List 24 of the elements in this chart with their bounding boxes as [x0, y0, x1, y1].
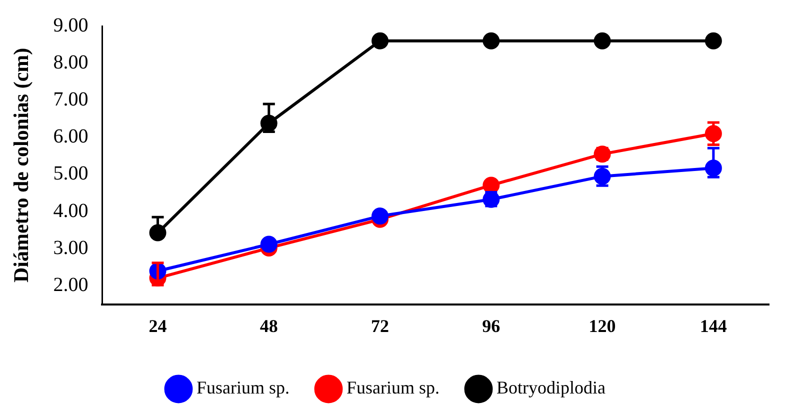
point	[260, 236, 278, 253]
y-tick-label: 3.00	[53, 236, 88, 259]
point	[372, 208, 389, 225]
y-tick-label: 5.00	[53, 162, 88, 185]
x-tick-label: 72	[371, 316, 390, 336]
x-tick-label: 120	[588, 316, 616, 336]
point	[482, 32, 500, 50]
y-tick-label: 7.00	[53, 88, 88, 110]
x-tick-label: 48	[260, 316, 278, 336]
legend-label: Fusarium sp.	[346, 378, 440, 398]
point	[372, 32, 389, 50]
x-tick-label: 96	[482, 316, 500, 336]
point	[704, 32, 722, 50]
y-tick-label: 6.00	[53, 126, 88, 148]
x-tick-label: 24	[148, 316, 167, 336]
point	[594, 32, 611, 50]
legend-label: Fusarium sp.	[196, 378, 290, 398]
y-tick-label: 4.00	[53, 200, 88, 222]
y-axis-title: Diámetro de colonias (cm)	[9, 48, 34, 283]
legend-label: Botryodiplodia	[496, 378, 606, 398]
y-tick-label: 8.00	[53, 51, 88, 74]
x-tick-label: 144	[700, 316, 727, 336]
y-tick-label: 2.00	[53, 274, 88, 296]
y-tick-label: 9.00	[53, 14, 88, 36]
